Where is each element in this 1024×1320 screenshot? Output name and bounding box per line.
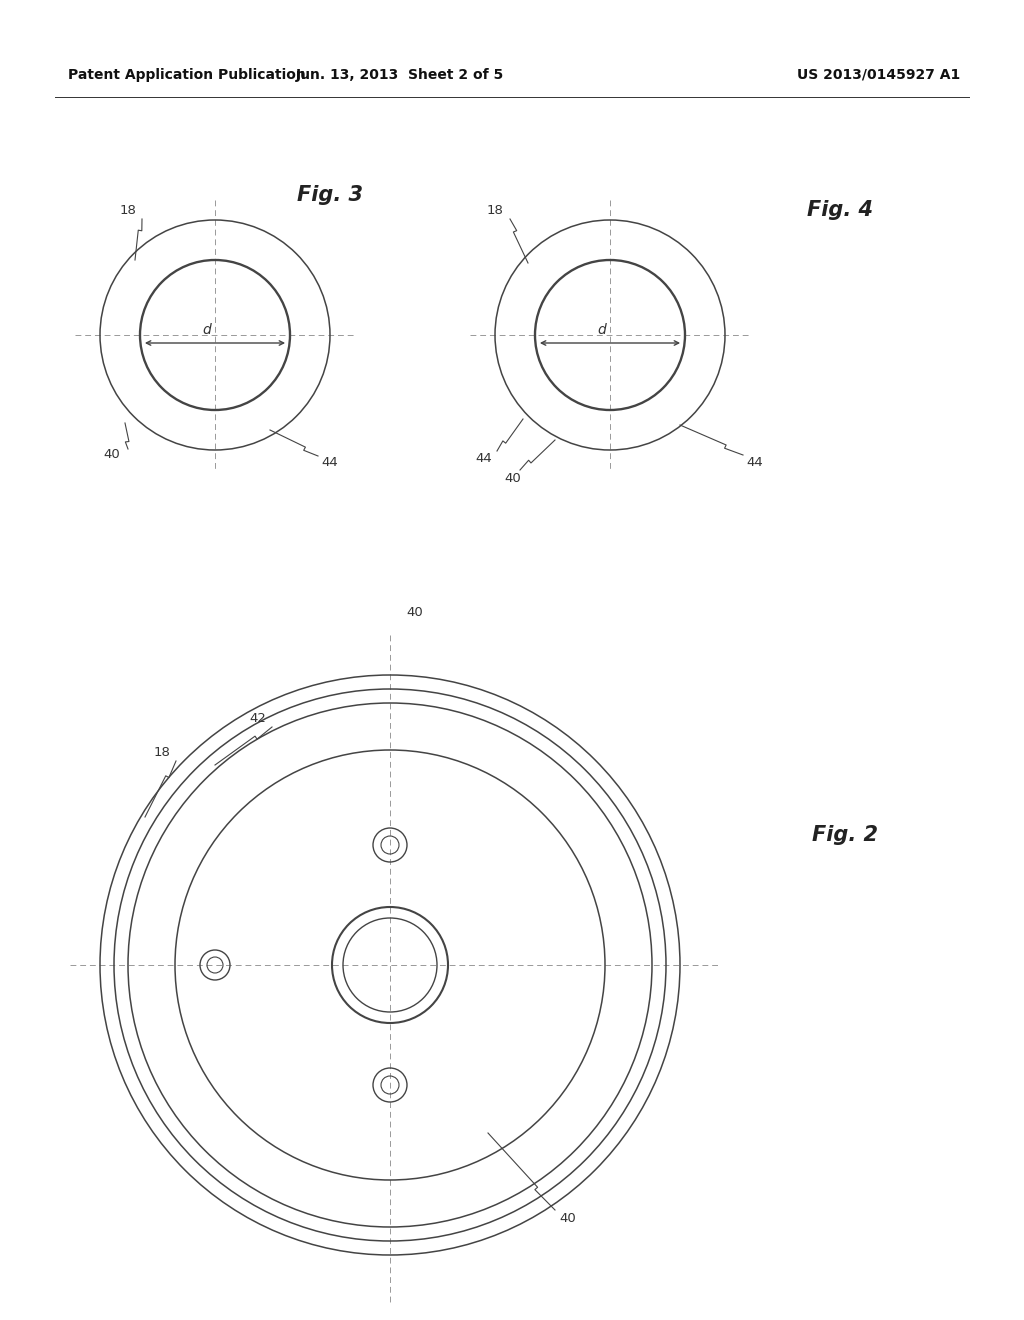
Text: Fig. 2: Fig. 2	[812, 825, 878, 845]
Text: 44: 44	[322, 455, 338, 469]
Text: d: d	[203, 323, 211, 337]
Text: 40: 40	[505, 471, 521, 484]
Text: 44: 44	[475, 451, 493, 465]
Text: Jun. 13, 2013  Sheet 2 of 5: Jun. 13, 2013 Sheet 2 of 5	[296, 69, 504, 82]
Text: d: d	[598, 323, 606, 337]
Text: 18: 18	[486, 203, 504, 216]
Text: US 2013/0145927 A1: US 2013/0145927 A1	[797, 69, 961, 82]
Text: 40: 40	[560, 1212, 577, 1225]
Text: 40: 40	[103, 449, 121, 462]
Text: 44: 44	[746, 455, 763, 469]
Text: Patent Application Publication: Patent Application Publication	[68, 69, 306, 82]
Text: 18: 18	[120, 203, 136, 216]
Text: 18: 18	[154, 746, 170, 759]
Text: Fig. 4: Fig. 4	[807, 201, 873, 220]
Text: 40: 40	[407, 606, 423, 619]
Text: 42: 42	[250, 711, 266, 725]
Text: Fig. 3: Fig. 3	[297, 185, 362, 205]
